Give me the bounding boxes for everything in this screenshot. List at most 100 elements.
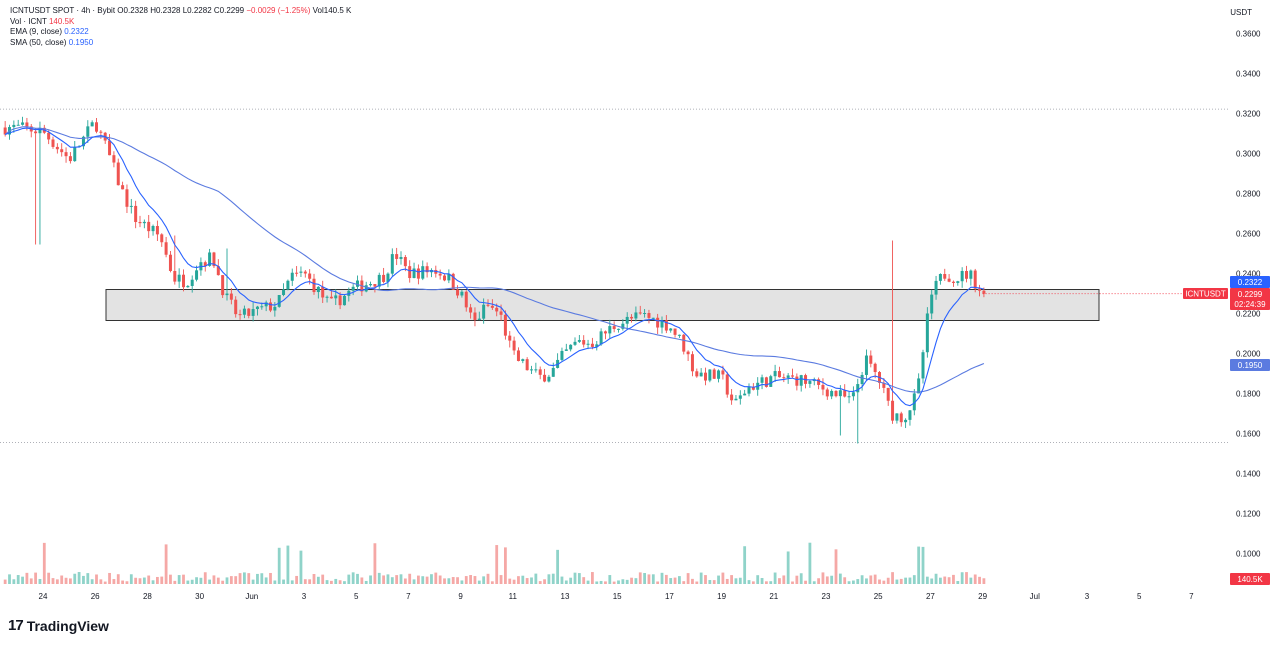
candle	[216, 259, 220, 276]
candle	[682, 333, 686, 355]
candle	[342, 294, 346, 306]
legend-symbol-row[interactable]: ICNTUSDT SPOT · 4h · Bybit O0.2328 H0.23…	[10, 6, 351, 17]
candle	[464, 290, 468, 312]
volume-bar	[60, 575, 64, 584]
volume-bar	[708, 580, 712, 584]
volume-bar	[290, 580, 294, 584]
time-tick: 3	[1085, 592, 1090, 601]
candle	[473, 307, 477, 327]
time-tick: 23	[822, 592, 831, 601]
volume-bar	[930, 578, 934, 584]
volume-bar	[921, 546, 925, 584]
candle	[168, 250, 172, 273]
ema-price-badge: 0.2322	[1230, 276, 1270, 288]
tradingview-logo[interactable]: 17 TradingView	[8, 617, 109, 634]
volume-bar	[417, 575, 420, 584]
candle	[773, 364, 777, 382]
volume-bar	[390, 577, 394, 584]
candle	[399, 251, 403, 265]
candle	[425, 262, 429, 278]
volume-bar	[760, 578, 764, 584]
volume-bar	[55, 579, 59, 584]
candle	[965, 265, 969, 283]
volume-bar	[643, 573, 647, 584]
candle	[21, 116, 25, 126]
volume-bar	[634, 578, 638, 584]
candle	[556, 353, 560, 369]
candle	[225, 248, 229, 301]
volume-bar	[216, 577, 220, 584]
volume-bar	[817, 578, 821, 584]
volume-bar	[121, 580, 125, 584]
candle	[643, 309, 647, 318]
volume-bar	[212, 575, 216, 584]
time-tick: 25	[874, 592, 883, 601]
legend-sma-row[interactable]: SMA (50, close) 0.1950	[10, 38, 351, 49]
legend-volume-row[interactable]: Vol · ICNT 140.5K	[10, 17, 351, 28]
price-tick: 0.3600	[1236, 30, 1261, 39]
volume-bar	[786, 551, 790, 584]
volume-bar	[895, 579, 899, 584]
candle	[290, 268, 294, 287]
candle	[982, 287, 986, 298]
legend-symbol[interactable]: ICNTUSDT SPOT · 4h · Bybit	[10, 6, 116, 15]
volume-bar	[490, 581, 494, 584]
candle	[612, 321, 616, 333]
candle	[825, 387, 829, 400]
moving-averages	[4, 126, 1228, 407]
candle	[812, 377, 816, 386]
candle	[508, 331, 512, 348]
support-zone-rect[interactable]	[105, 289, 1100, 321]
candle	[564, 343, 568, 352]
candle	[908, 410, 912, 426]
time-axis[interactable]: 24 26 28 30 Jun 3 5 7 9 11 13 15 17 19 21 23 25 27 29 Jul 3 5…	[39, 592, 1195, 601]
volume-bar	[308, 579, 312, 584]
price-axis[interactable]: 0.3600 0.3400 0.3200 0.3000 0.2800 0.2600 0.24…	[1236, 30, 1261, 559]
legend-change: −0.0029 (−1.25%)	[246, 6, 311, 15]
currency-label[interactable]: USDT	[1230, 8, 1252, 17]
volume-bar	[678, 576, 681, 584]
time-tick: 7	[1189, 592, 1194, 601]
candle	[264, 300, 268, 312]
candle	[590, 337, 594, 350]
candle	[630, 314, 634, 323]
candle	[904, 418, 908, 429]
candle	[956, 280, 960, 286]
volume-bar	[95, 574, 98, 584]
candle	[299, 266, 303, 277]
volume-bar	[382, 575, 386, 584]
volume-bar	[182, 574, 185, 584]
candle	[777, 366, 781, 378]
volume-bar	[725, 578, 729, 584]
time-tick: 9	[458, 592, 463, 601]
price-tick: 0.1800	[1236, 390, 1261, 399]
candle	[817, 377, 821, 390]
candle	[747, 383, 751, 397]
volume-bar	[395, 575, 399, 584]
legend-close: C0.2299	[213, 6, 245, 15]
candle	[969, 269, 973, 286]
candle	[725, 371, 729, 398]
volume-bar	[477, 580, 481, 584]
candle	[29, 124, 33, 138]
volume-bar	[630, 577, 633, 584]
volume-bar	[82, 575, 85, 584]
legend-ema-row[interactable]: EMA (9, close) 0.2322	[10, 27, 351, 38]
svg-text:ICNTUSDT: ICNTUSDT	[1185, 290, 1226, 299]
volume-bar	[456, 577, 459, 584]
volume-bar	[286, 545, 290, 584]
candle	[469, 303, 473, 319]
candle	[569, 344, 573, 352]
chart-legend: ICNTUSDT SPOT · 4h · Bybit O0.2328 H0.23…	[10, 6, 351, 48]
candle	[195, 265, 199, 282]
volume-bar	[356, 573, 359, 584]
volume-bar	[251, 579, 255, 584]
candle	[212, 251, 216, 269]
volume-bar	[686, 573, 690, 584]
volume-bar	[878, 579, 881, 584]
candle	[403, 255, 407, 272]
candle	[512, 336, 516, 355]
candle	[912, 388, 916, 416]
